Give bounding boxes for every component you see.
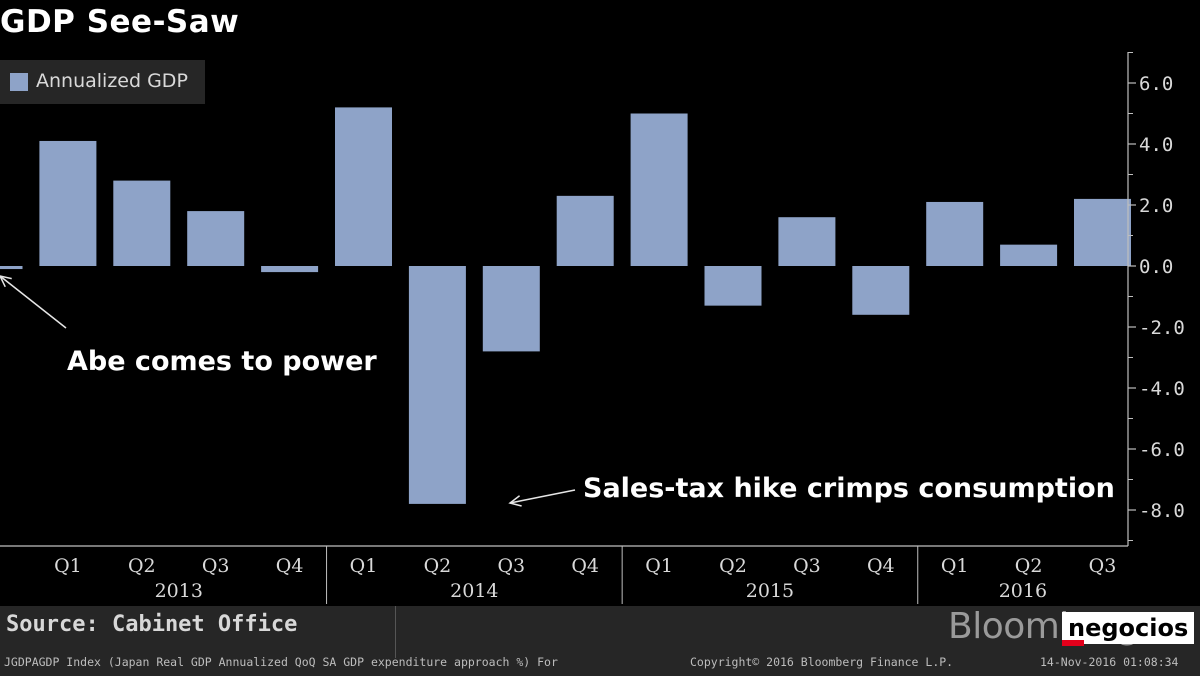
bar	[261, 266, 319, 273]
chart-title: GDP See-Saw	[0, 4, 240, 40]
x-tick-label: Q4	[571, 555, 599, 577]
axis-mask	[1129, 470, 1200, 510]
x-year-label: 2016	[999, 580, 1047, 602]
x-tick-label: Q4	[867, 555, 895, 577]
x-axis: Q1 Q2 Q3 Q4 Q1 Q2 Q3 Q4 Q1 Q2 Q3 Q4 Q1 Q2 Q3 2013 2014 20…	[0, 545, 1128, 604]
chart: Abe comes to power Sales-tax hike crimps …	[0, 52, 1200, 604]
x-tick-label: Q1	[941, 555, 969, 577]
legend: Annualized GDP	[0, 60, 205, 104]
annotation-arrow	[0, 275, 67, 329]
x-tick-label: Q2	[1015, 555, 1043, 577]
footer-divider	[395, 606, 396, 658]
x-tick-label: Q1	[54, 555, 82, 577]
source-text: Source: Cabinet Office	[6, 612, 298, 637]
annotations-group: Abe comes to power Sales-tax hike crimps …	[67, 346, 1200, 510]
x-tick-label: Q3	[1089, 555, 1117, 577]
bar	[113, 180, 171, 266]
bar	[0, 266, 23, 270]
index-description: JGDPAGDP Index (Japan Real GDP Annualize…	[4, 655, 558, 669]
copyright-text: Copyright© 2016 Bloomberg Finance L.P.	[690, 655, 954, 669]
legend-swatch	[10, 73, 28, 91]
bar	[926, 201, 984, 266]
bar	[335, 107, 392, 267]
y-tick-label: -6.0	[1139, 439, 1185, 461]
bars-group	[0, 107, 1131, 504]
bar	[1000, 244, 1058, 266]
x-year-label: 2013	[155, 580, 203, 602]
bar	[39, 140, 97, 266]
x-year-label: 2014	[450, 580, 498, 602]
negocios-badge: negocios	[1062, 612, 1195, 644]
x-tick-label: Q2	[424, 555, 452, 577]
annotation-text: Abe comes to power	[67, 346, 377, 377]
x-tick-label: Q1	[350, 555, 378, 577]
bar	[852, 266, 910, 315]
y-tick-label: 0.0	[1139, 256, 1173, 278]
y-tick-label: 6.0	[1139, 73, 1173, 95]
y-tick-label: 2.0	[1139, 195, 1173, 217]
bar	[778, 217, 836, 266]
bar	[482, 266, 540, 352]
x-tick-label: Q4	[276, 555, 304, 577]
annotation-text: Sales-tax hike crimps consumption	[583, 473, 1115, 504]
y-tick-label: -2.0	[1139, 317, 1185, 339]
bar	[556, 195, 614, 266]
bar	[630, 113, 688, 266]
bar	[187, 211, 245, 266]
annotation-arrows	[0, 275, 576, 507]
x-tick-label: Q2	[719, 555, 747, 577]
annotation-arrowhead	[508, 495, 522, 507]
legend-label: Annualized GDP	[36, 70, 188, 92]
bar	[704, 266, 762, 306]
footer: Source: Cabinet Office Bloomberg JGDPAGD…	[0, 606, 1200, 676]
x-tick-label: Q3	[497, 555, 525, 577]
negocios-badge-accent	[1062, 640, 1084, 646]
x-tick-label: Q3	[793, 555, 821, 577]
bar	[408, 266, 466, 504]
x-tick-label: Q1	[645, 555, 673, 577]
y-tick-label: 4.0	[1139, 134, 1173, 156]
annotation-arrow	[509, 489, 576, 504]
x-tick-label: Q3	[202, 555, 230, 577]
y-tick-label: -4.0	[1139, 378, 1185, 400]
bar	[1074, 198, 1131, 266]
x-tick-label: Q2	[128, 555, 156, 577]
timestamp: 14-Nov-2016 01:08:34	[1040, 655, 1179, 669]
y-axis: 6.0 4.0 2.0 0.0 -2.0 -4.0 -6.0 -8.0	[1127, 52, 1185, 546]
annotation-arrowhead	[0, 275, 12, 288]
x-year-label: 2015	[746, 580, 794, 602]
y-tick-label: -8.0	[1139, 500, 1185, 522]
